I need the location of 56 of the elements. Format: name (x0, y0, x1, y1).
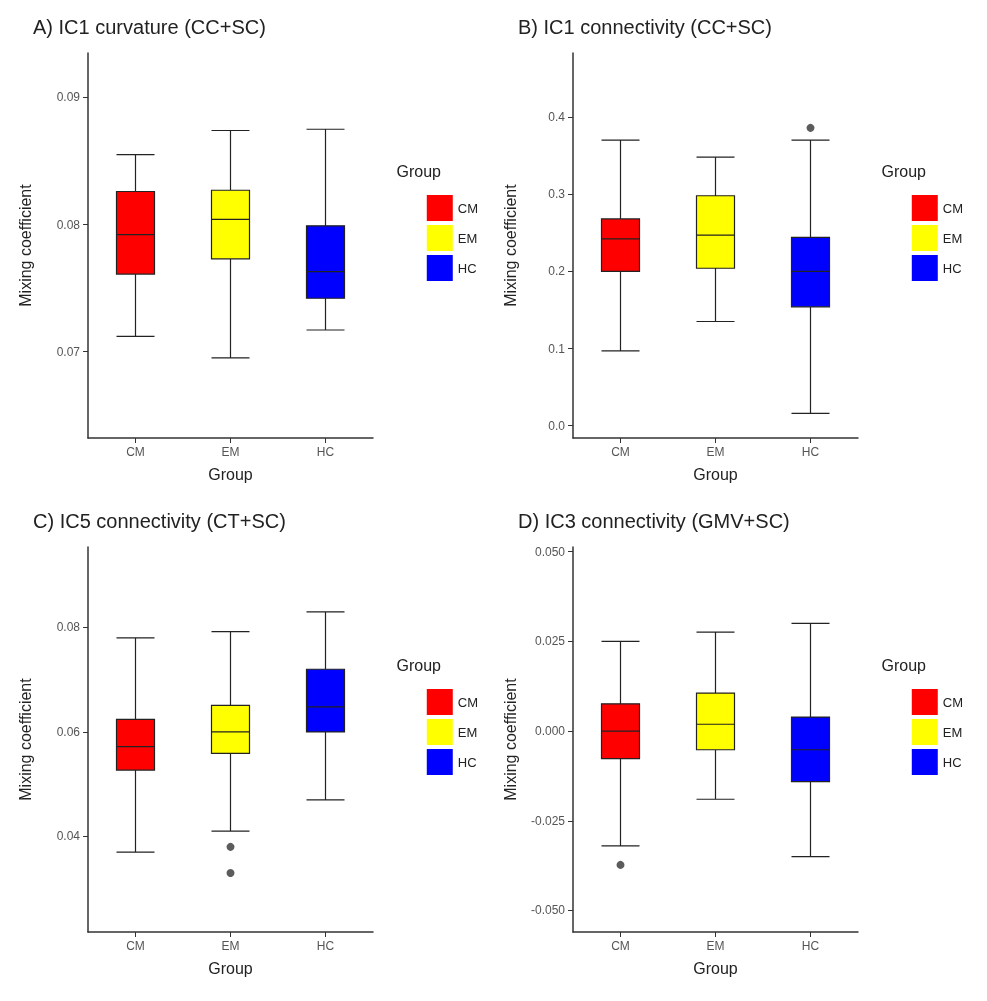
legend-label: CM (942, 694, 963, 710)
legend-label: EM (457, 230, 478, 246)
x-tick-label: HC (801, 939, 820, 953)
y-tick-label: 0.050 (534, 544, 566, 559)
legend-label: CM (457, 694, 478, 710)
y-tick-label: 0.04 (56, 829, 81, 844)
x-axis-title: Group (693, 465, 738, 483)
x-tick-label: HC (316, 939, 335, 953)
x-tick-label: CM (611, 939, 630, 953)
y-tick-label: 0.09 (56, 90, 81, 105)
y-tick-label: -0.050 (530, 903, 566, 918)
x-tick-label: CM (611, 445, 630, 459)
legend-label: CM (942, 200, 963, 216)
x-tick-label: HC (316, 445, 335, 459)
y-tick-label: 0.4 (548, 110, 566, 125)
y-tick-label: 0.0 (548, 418, 566, 433)
legend-title: Group (881, 656, 927, 674)
y-tick-label: 0.07 (56, 344, 81, 359)
y-tick-label: 0.000 (534, 724, 566, 739)
legend-label: EM (942, 724, 963, 740)
legend-label: HC (942, 260, 962, 276)
legend-title: Group (396, 162, 442, 180)
legend-label: EM (942, 230, 963, 246)
chart-title: A) IC1 curvature (CC+SC) (33, 16, 266, 38)
y-tick-label: 0.3 (548, 187, 566, 202)
x-axis-title: Group (693, 959, 738, 977)
legend-label: HC (942, 754, 962, 770)
legend-label: EM (457, 724, 478, 740)
chart-title: C) IC5 connectivity (CT+SC) (33, 510, 286, 532)
y-axis-title: Mixing coefficient (16, 183, 34, 307)
y-tick-label: 0.025 (534, 634, 566, 649)
y-axis-title: Mixing coefficient (501, 183, 519, 307)
y-axis-title: Mixing coefficient (501, 677, 519, 801)
x-axis-title: Group (208, 959, 253, 977)
chart-title: D) IC3 connectivity (GMV+SC) (518, 510, 790, 532)
y-tick-label: 0.06 (56, 724, 81, 739)
x-tick-label: HC (801, 445, 820, 459)
legend-label: CM (457, 200, 478, 216)
y-tick-label: 0.08 (56, 620, 81, 635)
legend-label: HC (457, 754, 477, 770)
x-tick-label: CM (126, 939, 145, 953)
y-tick-label: 0.1 (548, 341, 566, 356)
legend-label: HC (457, 260, 477, 276)
x-tick-label: EM (706, 939, 725, 953)
y-tick-label: 0.2 (548, 264, 566, 279)
x-tick-label: EM (706, 445, 725, 459)
x-tick-label: EM (221, 445, 240, 459)
y-tick-label: -0.025 (530, 813, 566, 828)
legend-title: Group (396, 656, 442, 674)
legend-title: Group (881, 162, 927, 180)
y-axis-title: Mixing coefficient (16, 677, 34, 801)
y-tick-label: 0.08 (56, 217, 81, 232)
x-tick-label: CM (126, 445, 145, 459)
chart-title: B) IC1 connectivity (CC+SC) (518, 16, 772, 38)
x-axis-title: Group (208, 465, 253, 483)
x-tick-label: EM (221, 939, 240, 953)
